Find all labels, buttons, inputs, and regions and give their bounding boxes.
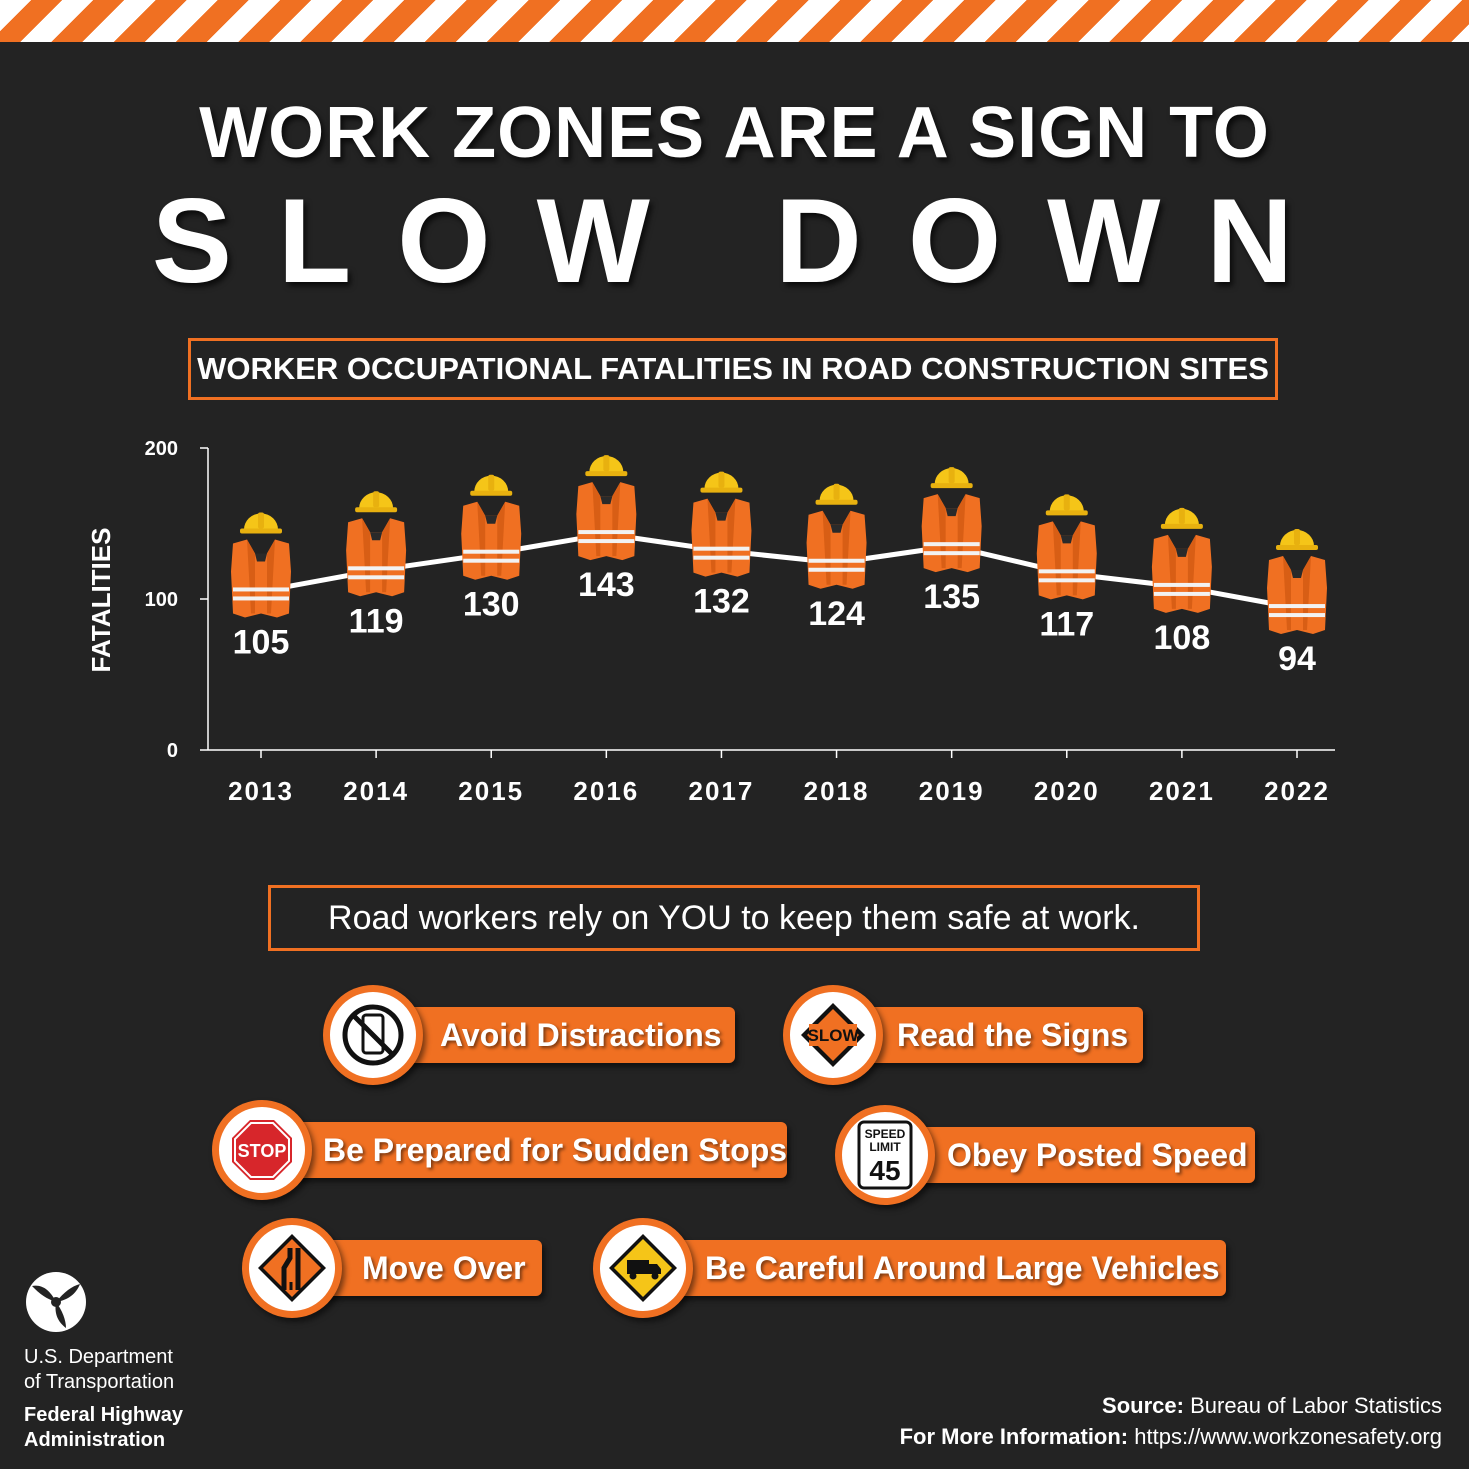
data-label: 135 — [923, 578, 980, 616]
info-line: For More Information: https://www.workzo… — [900, 1421, 1442, 1452]
data-point-vest-marker — [1267, 529, 1327, 635]
data-label: 105 — [233, 623, 290, 661]
x-tick-label: 2014 — [343, 776, 409, 806]
source-label: Source: — [1102, 1393, 1184, 1418]
speed-sign-mid: LIMIT — [869, 1140, 901, 1154]
tip-obey-posted-speed: Obey Posted Speed SPEED LIMIT 45 — [835, 1105, 1255, 1205]
tip-label: Move Over — [362, 1250, 526, 1286]
usdot-name: U.S. Department of Transportation — [24, 1345, 174, 1395]
tip-sudden-stops: Be Prepared for Sudden Stops STOP — [212, 1100, 788, 1200]
x-tick-label: 2022 — [1264, 776, 1330, 806]
tip-icon-badge — [593, 1218, 693, 1318]
usdot-logo-icon — [26, 1272, 86, 1332]
no-phone-icon — [342, 1004, 404, 1066]
data-label: 143 — [578, 566, 635, 604]
tip-pill — [875, 1127, 1255, 1183]
x-tick-label: 2019 — [919, 776, 985, 806]
stop-sign-text: STOP — [238, 1141, 287, 1161]
hazard-stripe-banner — [0, 0, 1469, 42]
data-point-vest-marker — [1036, 494, 1097, 600]
data-label: 108 — [1154, 619, 1211, 657]
data-point-vest-marker — [576, 455, 637, 561]
chart-title: WORKER OCCUPATIONAL FATALITIES IN ROAD C… — [188, 338, 1278, 400]
x-tick-label: 2013 — [228, 776, 294, 806]
lane-shift-sign-icon — [258, 1234, 326, 1302]
tip-icon-badge: SPEED LIMIT 45 — [835, 1105, 935, 1205]
message-text: Road workers rely on YOU to keep them sa… — [328, 898, 1140, 937]
data-point-vest-marker — [1151, 507, 1212, 613]
tip-large-vehicles: Be Careful Around Large Vehicles — [593, 1218, 1226, 1318]
tip-label: Be Prepared for Sudden Stops — [323, 1132, 788, 1168]
y-tick-label: 200 — [145, 438, 178, 460]
y-axis-label: FATALITIES — [86, 528, 116, 673]
tip-pill — [633, 1240, 1226, 1296]
data-label: 117 — [1039, 605, 1094, 643]
data-label: 119 — [349, 602, 404, 640]
x-tick-label: 2017 — [689, 776, 755, 806]
data-label: 94 — [1278, 640, 1316, 678]
tip-read-the-signs: Read the Signs SLOW — [783, 985, 1143, 1085]
truck-sign-icon — [609, 1234, 677, 1302]
speed-limit-sign-icon: SPEED LIMIT 45 — [857, 1120, 913, 1190]
source-block: Source: Bureau of Labor Statistics For M… — [900, 1390, 1442, 1452]
headline-slow-down: SLOW DOWN — [151, 174, 1340, 308]
series-line — [260, 531, 1298, 611]
data-label: 124 — [808, 595, 865, 633]
tip-label: Avoid Distractions — [440, 1017, 722, 1053]
data-label: 130 — [463, 586, 520, 624]
data-point-vest-marker — [921, 467, 982, 573]
fhwa-line-2: Administration — [24, 1429, 166, 1451]
fatalities-line-chart: 0 100 200 FATALITIES 2013 2014 2015 2016 2017 201… — [86, 438, 1335, 806]
tip-pill — [363, 1007, 735, 1063]
data-label: 132 — [693, 583, 750, 621]
x-tick-label: 2021 — [1149, 776, 1215, 806]
y-tick-label: 0 — [167, 740, 178, 762]
tip-icon-badge: STOP — [212, 1100, 312, 1200]
data-point-vest-marker — [231, 512, 291, 618]
fhwa-name: Federal Highway Administration — [24, 1403, 183, 1453]
info-value: https://www.workzonesafety.org — [1134, 1424, 1442, 1449]
info-label: For More Information: — [899, 1424, 1129, 1449]
data-point-vest-marker — [806, 483, 867, 589]
speed-sign-top: SPEED — [865, 1127, 906, 1141]
x-tick-label: 2015 — [458, 776, 524, 806]
stop-sign-icon: STOP — [232, 1120, 292, 1180]
slow-sign-icon: SLOW — [801, 1003, 865, 1067]
tip-pill — [252, 1122, 787, 1178]
chart-title-text: WORKER OCCUPATIONAL FATALITIES IN ROAD C… — [197, 351, 1269, 386]
message-box: Road workers rely on YOU to keep them sa… — [268, 885, 1200, 951]
tip-icon-badge — [323, 985, 423, 1085]
data-point-vest-marker — [461, 474, 522, 580]
source-value: Bureau of Labor Statistics — [1190, 1393, 1442, 1418]
usdot-line-1: U.S. Department — [24, 1346, 173, 1368]
tip-icon-badge — [242, 1218, 342, 1318]
x-tick-label: 2020 — [1034, 776, 1100, 806]
x-tick-label: 2016 — [573, 776, 639, 806]
speed-sign-number: 45 — [869, 1155, 900, 1186]
tip-icon-badge: SLOW — [783, 985, 883, 1085]
x-tick-label: 2018 — [804, 776, 870, 806]
tip-label: Read the Signs — [897, 1017, 1129, 1053]
data-point-vest-marker — [346, 491, 407, 597]
tip-label: Be Careful Around Large Vehicles — [705, 1250, 1220, 1286]
headline: WORK ZONES ARE A SIGN TO — [199, 93, 1270, 173]
data-point-vest-marker — [691, 471, 752, 577]
source-line: Source: Bureau of Labor Statistics — [900, 1390, 1442, 1421]
slow-sign-text: SLOW — [808, 1026, 860, 1045]
tip-move-over: Move Over — [242, 1218, 542, 1318]
fhwa-line-1: Federal Highway — [24, 1404, 183, 1426]
usdot-line-2: of Transportation — [24, 1371, 175, 1393]
tip-avoid-distractions: Avoid Distractions — [323, 985, 735, 1085]
y-tick-label: 100 — [145, 589, 178, 611]
tip-label: Obey Posted Speed — [947, 1137, 1248, 1173]
